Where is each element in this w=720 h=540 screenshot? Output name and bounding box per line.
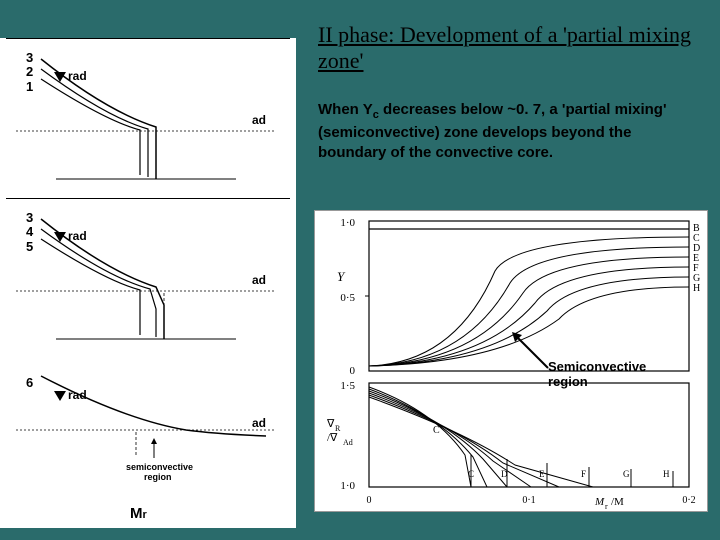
svg-text:r: r: [605, 502, 608, 511]
left-panel: 3 2 1 rad ad 3 4 5 rad ad: [0, 38, 296, 528]
svg-text:Ad: Ad: [343, 438, 353, 447]
svg-text:E: E: [539, 469, 545, 479]
svg-text:F: F: [581, 469, 586, 479]
svg-text:0·5: 0·5: [340, 292, 355, 304]
svg-text:M: M: [594, 496, 605, 508]
semiconv-region-label: Semiconvective region: [548, 360, 646, 390]
svg-text:H: H: [663, 469, 670, 479]
semiconv-small-1: semiconvective: [126, 462, 193, 472]
svg-text:/M: /M: [611, 496, 624, 508]
svg-text:/∇: /∇: [327, 432, 338, 444]
mini-svg-2: [6, 199, 290, 349]
page-title: II phase: Development of a 'partial mixi…: [318, 22, 698, 75]
svg-text:G: G: [623, 469, 630, 479]
svg-text:0: 0: [350, 365, 356, 377]
svg-text:0: 0: [367, 495, 372, 506]
mini-svg-1: [6, 39, 290, 189]
mini-diagram-3: 6 rad ad semiconvective region: [6, 358, 290, 508]
svg-text:Y: Y: [337, 269, 346, 284]
mini-svg-3: semiconvective region: [6, 358, 290, 508]
semiconv-arrow: [510, 330, 550, 370]
svg-text:C: C: [468, 469, 474, 479]
svg-text:1·5: 1·5: [340, 380, 355, 392]
svg-text:1·0: 1·0: [340, 217, 355, 229]
svg-text:0·1: 0·1: [522, 495, 535, 506]
semiconv-small-2: region: [144, 472, 172, 482]
mini-diagram-2: 3 4 5 rad ad: [6, 198, 290, 348]
svg-text:1·0: 1·0: [340, 480, 355, 492]
svg-text:∇: ∇: [326, 418, 335, 430]
svg-text:0·2: 0·2: [682, 495, 695, 506]
mr-axis-label: Mr: [130, 505, 147, 522]
mini-diagram-1: 3 2 1 rad ad: [6, 38, 290, 188]
description-text: When Yc decreases below ~0. 7, a 'partia…: [318, 100, 698, 163]
svg-text:C: C: [433, 425, 440, 436]
svg-text:H: H: [693, 283, 700, 294]
svg-text:D: D: [501, 469, 508, 479]
